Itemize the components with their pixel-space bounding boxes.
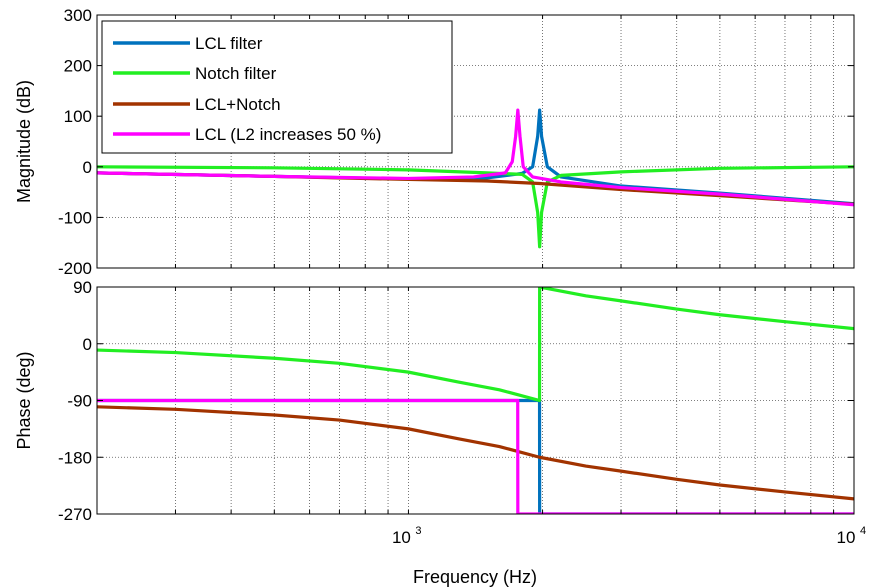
- y-tick-label: -200: [58, 259, 92, 278]
- y-tick-label: 90: [73, 278, 92, 297]
- magnitude-panel: -200 -100 0 100 200 300 Magnitude (dB) LCL fi…: [14, 6, 855, 278]
- series-line-lcl-notch-phase: [97, 405, 854, 501]
- y-tick-label: 0: [83, 158, 92, 177]
- phase-panel: -270 -180 -90 0 90 10 3 10 4 Phase (deg) Frequen…: [14, 278, 866, 587]
- y-tick-label: -100: [58, 208, 92, 227]
- series-line-notch-filter-magnitude: [97, 165, 854, 249]
- y-tick-label: 200: [64, 57, 92, 76]
- x-tick-label: 10: [837, 528, 856, 547]
- x-axis-title: Frequency (Hz): [413, 567, 537, 587]
- legend-entry-notch-filter: Notch filter: [113, 64, 277, 83]
- phase-grid: [97, 287, 854, 514]
- legend: LCL filter Notch filter LCL+Notch LCL (L…: [101, 20, 453, 154]
- series-line-lcl-l2-increases-50-phase: [97, 398, 854, 514]
- magnitude-axes-frame: [96, 14, 855, 269]
- magnitude-series-lines: [97, 108, 854, 249]
- y-tick-label: 100: [64, 107, 92, 126]
- legend-entry-lcl-filter: LCL filter: [113, 34, 263, 53]
- y-tick-label: 300: [64, 6, 92, 25]
- legend-entry-lcl-l2-increased: LCL (L2 increases 50 %): [113, 125, 381, 144]
- x-tick-label-exponent: 3: [415, 525, 421, 537]
- y-tick-label: -270: [58, 505, 92, 524]
- x-tick-label: 10: [392, 528, 411, 547]
- series-line-notch-filter-phase: [97, 287, 854, 403]
- y-tick-label: -180: [58, 448, 92, 467]
- legend-label: LCL (L2 increases 50 %): [195, 125, 381, 144]
- magnitude-y-axis-title: Magnitude (dB): [14, 80, 34, 203]
- x-tick-label-exponent: 4: [860, 525, 866, 537]
- y-tick-label: 0: [83, 335, 92, 354]
- phase-y-axis-title: Phase (deg): [14, 351, 34, 449]
- phase-ticks: -270 -180 -90 0 90 10 3 10 4: [58, 278, 866, 547]
- legend-label: LCL+Notch: [195, 95, 281, 114]
- legend-label: Notch filter: [195, 64, 277, 83]
- legend-entry-lcl-notch: LCL+Notch: [113, 95, 281, 114]
- series-line-lcl-l2-increases-50-magnitude: [97, 108, 854, 207]
- legend-label: LCL filter: [195, 34, 263, 53]
- phase-series-lines: [97, 287, 854, 514]
- y-tick-label: -90: [67, 392, 92, 411]
